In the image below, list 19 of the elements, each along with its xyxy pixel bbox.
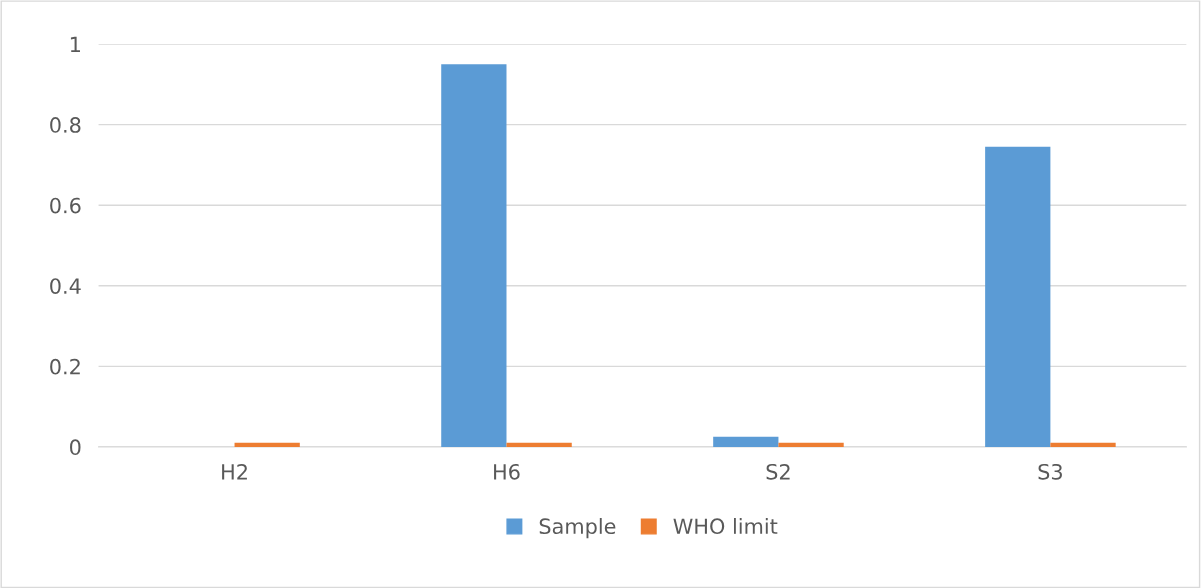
- legend-label: WHO limit: [673, 517, 778, 535]
- bar: [1050, 442, 1116, 447]
- bar: [506, 442, 572, 447]
- bar: [713, 436, 779, 447]
- y-tick-label: 0.8: [50, 117, 81, 133]
- x-tick-label: H6: [494, 463, 520, 480]
- x-tick-label: S3: [1038, 463, 1062, 480]
- bar: [778, 442, 844, 447]
- y-tick-label: 0.6: [50, 197, 81, 214]
- y-tick-label: 0.2: [50, 358, 80, 375]
- x-tick-label: S2: [766, 463, 790, 480]
- y-tick-label: 0: [70, 439, 81, 456]
- x-tick-label: H2: [222, 463, 247, 480]
- bar: [985, 146, 1051, 447]
- legend-label: Sample: [539, 517, 616, 539]
- bar: [441, 64, 507, 447]
- bar: [234, 442, 300, 447]
- y-tick-label: 1: [70, 36, 80, 53]
- y-tick-label: 0.4: [50, 278, 81, 294]
